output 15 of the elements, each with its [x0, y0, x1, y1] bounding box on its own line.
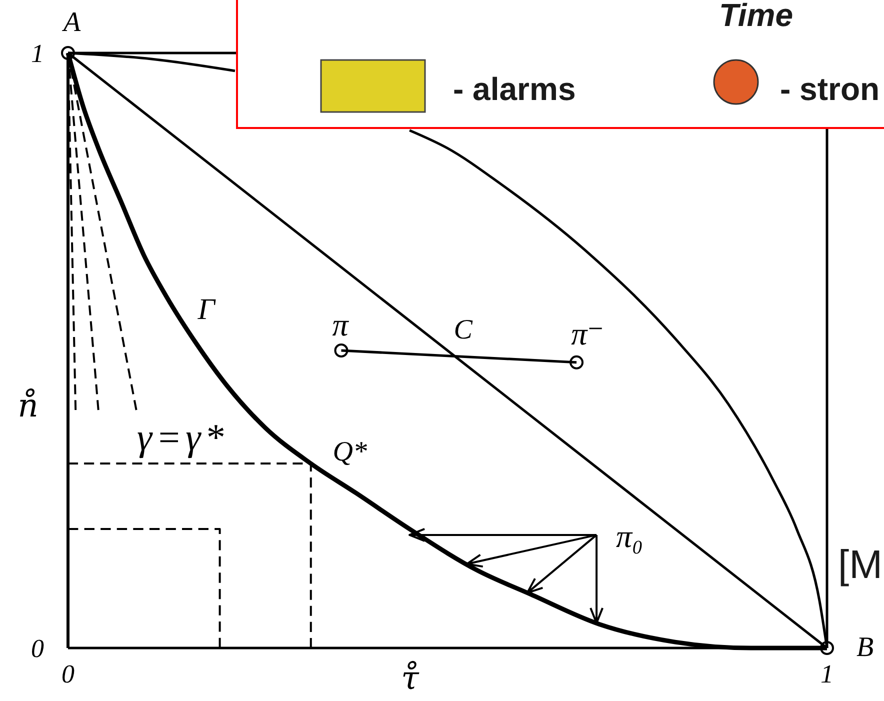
- annotation: - alarms: [453, 71, 576, 107]
- annotation: π₀: [616, 518, 644, 554]
- annotation: π: [332, 306, 350, 342]
- annotation: - stron: [780, 71, 880, 107]
- annotation: B: [856, 632, 874, 662]
- y-axis-title: n̊: [18, 386, 38, 424]
- annotation: C: [454, 314, 473, 345]
- annotation: Q*: [332, 436, 367, 468]
- annotation: π⁻: [571, 315, 604, 352]
- text: Time: [718, 0, 794, 33]
- text: [M: [838, 543, 882, 587]
- annotation: γ=γ*: [137, 417, 228, 459]
- annotation: Γ: [196, 292, 217, 326]
- annotation: A: [61, 6, 82, 38]
- x-axis-title: τ̊: [401, 659, 420, 697]
